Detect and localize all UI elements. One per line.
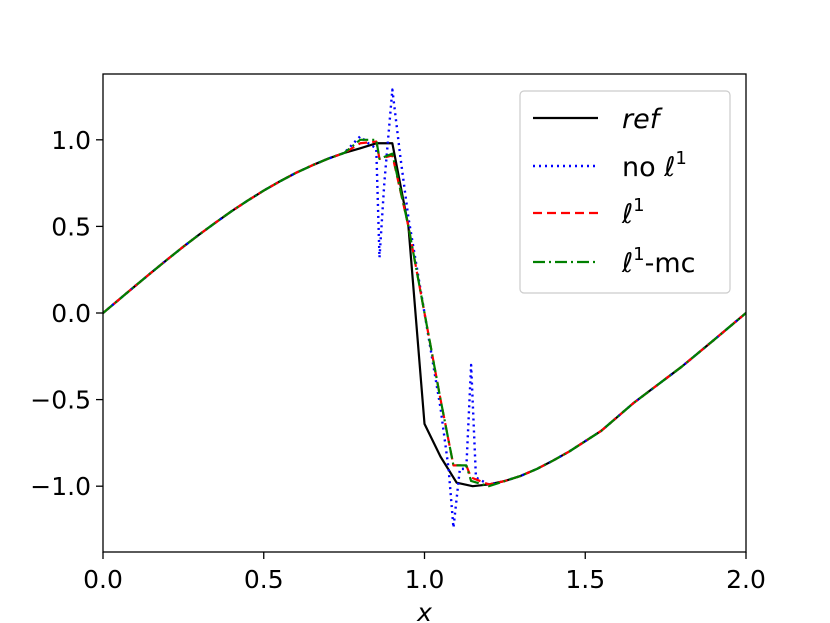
legend-label-3: ℓ1-mc xyxy=(621,244,696,279)
x-tick-label: 1.0 xyxy=(405,565,445,594)
y-tick-label: 0.5 xyxy=(51,212,91,241)
x-tick-label: 1.5 xyxy=(565,565,605,594)
x-tick-label: 0.0 xyxy=(83,565,123,594)
series-line-3 xyxy=(103,138,746,488)
legend-label-2: ℓ1 xyxy=(621,195,645,230)
x-tick-label: 2.0 xyxy=(726,565,766,594)
legend-label-0: ref xyxy=(622,104,663,135)
y-tick-label: 0.0 xyxy=(51,299,91,328)
x-axis-label: x xyxy=(416,598,432,623)
legend-label-1: no ℓ1 xyxy=(622,148,687,183)
legend-box xyxy=(519,90,731,294)
series-line-2 xyxy=(103,140,746,486)
y-tick-label: 1.0 xyxy=(51,126,91,155)
y-tick-label: −0.5 xyxy=(30,386,91,415)
y-tick-label: −1.0 xyxy=(30,472,91,501)
series-layer xyxy=(103,88,746,529)
x-tick-label: 0.5 xyxy=(244,565,284,594)
legend: ref no ℓ1 ℓ1 ℓ1-mc xyxy=(519,90,731,294)
ticks-layer: 0.0 0.5 1.0 1.5 2.0 1.0 0.5 0.0 −0.5 −1.0 xyxy=(30,126,766,594)
